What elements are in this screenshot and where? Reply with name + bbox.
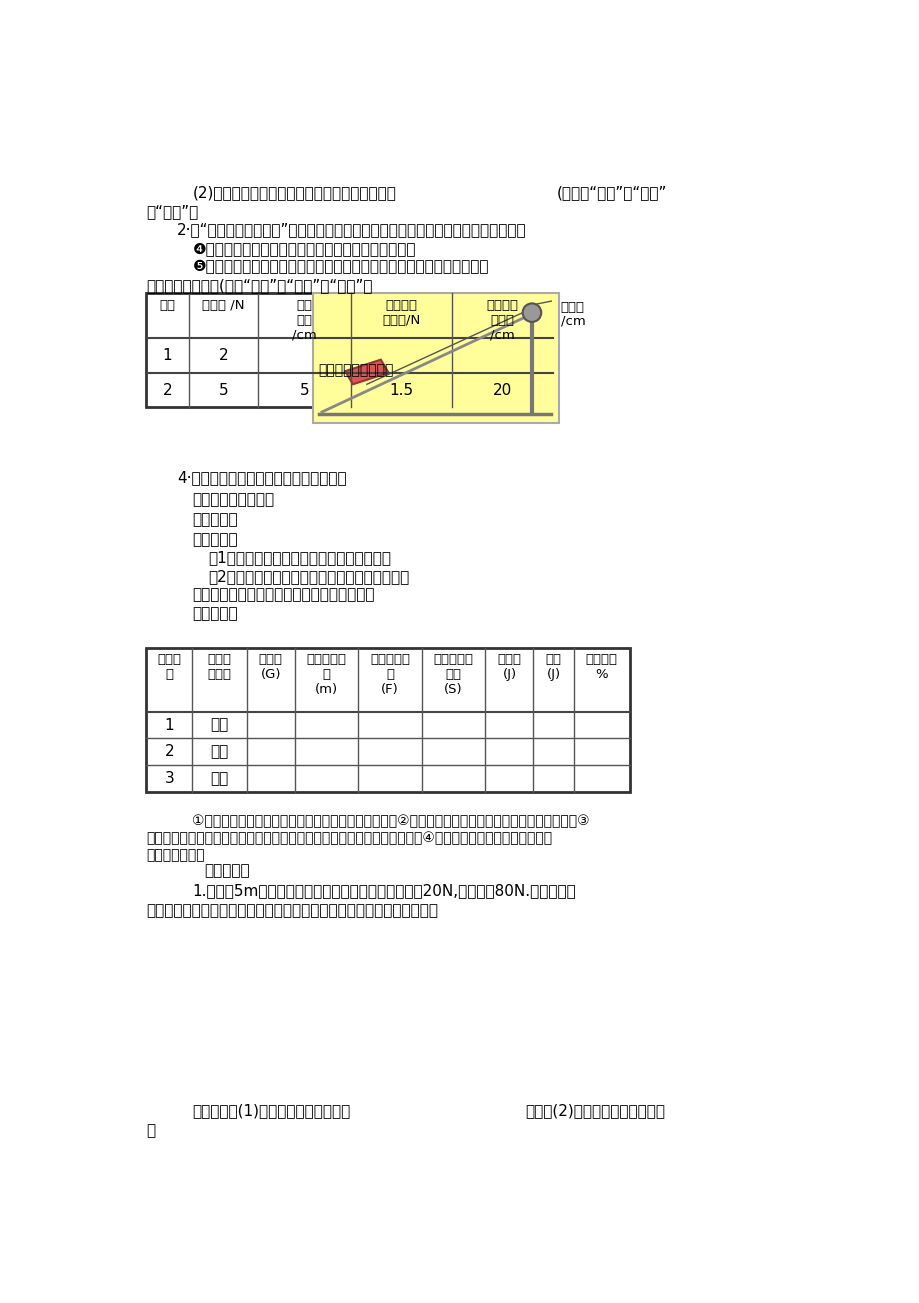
Text: 较缓: 较缓 [210,718,229,732]
Text: 4·探究斜面的机械效率与斜面倾角的关系: 4·探究斜面的机械效率与斜面倾角的关系 [176,470,346,486]
Text: 。: 。 [146,1123,155,1139]
Text: 5: 5 [219,383,228,397]
Text: 物体重
(G): 物体重 (G) [258,653,282,681]
Text: 5: 5 [300,383,310,397]
Text: 猜想：斜面倾斜程度越大，越力，机械效率越: 猜想：斜面倾斜程度越大，越力，机械效率越 [192,588,375,602]
Text: 1: 1 [165,718,174,732]
Text: 第一次的机械效率(选填“大于”、“小于”或“等于”）: 第一次的机械效率(选填“大于”、“小于”或“等于”） [146,278,372,293]
Text: 、反馈训练: 、反馈训练 [204,863,249,878]
Text: 实验结论：(1)省力多少与斜面的无关: 实验结论：(1)省力多少与斜面的无关 [192,1104,350,1118]
Text: (选填：“增大”、“减小”: (选填：“增大”、“减小” [556,185,666,201]
Text: /cm: /cm [560,315,584,328]
Text: 最陀: 最陀 [210,771,229,787]
Text: (2)若仅增加钉码的个数，该滑轮组有机械效率将: (2)若仅增加钉码的个数，该滑轮组有机械效率将 [192,185,396,201]
Text: （1）省力多少与斜面的倾斜程度有什么关系: （1）省力多少与斜面的倾斜程度有什么关系 [208,551,391,566]
Text: 用手拉弹簧称拉着重物沿斜面向上拉，读出弹簧测力计的示数，填入表项。④调节斜面高度，重新做两次，把: 用手拉弹簧称拉着重物沿斜面向上拉，读出弹簧测力计的示数，填入表项。④调节斜面高度… [146,831,551,844]
Text: 2: 2 [219,348,228,364]
Bar [146,293,552,408]
Text: 实验过程：: 实验过程： [192,606,238,622]
Text: 刻度尺、弹簧测力计: 刻度尺、弹簧测力计 [318,364,393,377]
Text: 弹簧测力
计示数/N: 弹簧测力 计示数/N [382,298,420,327]
Text: 钉码重 /N: 钉码重 /N [202,298,244,311]
Text: 20: 20 [493,383,512,397]
Text: 沿斜面的拉
力
(F): 沿斜面的拉 力 (F) [369,653,410,696]
Text: 2·在“测滑轮组机械效率”的实验中，用同一滑轮组进行两次实验，实验数据如下表：: 2·在“测滑轮组机械效率”的实验中，用同一滑轮组进行两次实验，实验数据如下表： [176,223,526,237]
Polygon shape [345,360,388,384]
Text: 总功
(J): 总功 (J) [545,653,561,681]
Bar [312,293,559,422]
Text: 2: 2 [165,744,174,760]
Text: 或“不变”）: 或“不变”） [146,205,198,219]
Text: 1: 1 [163,348,172,364]
Text: ❺第一次实验测得滑轮组的机械效率为，第二次实验时滑轮组的机械效率: ❺第一次实验测得滑轮组的机械效率为，第二次实验时滑轮组的机械效率 [192,259,489,275]
Text: （2）斜面的机械效率与它的倾斜程度有何关系？: （2）斜面的机械效率与它的倾斜程度有何关系？ [208,569,409,584]
Text: 有关；(2)斜面的机械效率与它的: 有关；(2)斜面的机械效率与它的 [525,1104,665,1118]
Text: 斜面倾
斜程度: 斜面倾 斜程度 [208,653,232,681]
Text: 次数: 次数 [159,298,176,311]
Text: 机械效率
%: 机械效率 % [585,653,617,681]
Text: 3: 3 [165,771,174,787]
Text: 物体上升高
度
(m): 物体上升高 度 (m) [306,653,346,696]
Text: 有用功
(J): 有用功 (J) [497,653,521,681]
Text: ❹此实验所用滑轮的个数至少是个，其中动滑轮有个。: ❹此实验所用滑轮的个数至少是个，其中动滑轮有个。 [192,241,415,257]
Text: 实验器材：长木板、: 实验器材：长木板、 [192,493,275,507]
Text: 数据填入表格。: 数据填入表格。 [146,848,204,861]
Text: 实验原理：: 实验原理： [192,512,238,528]
Text: 提出问题：: 提出问题： [192,532,238,547]
Text: 弹簧测力
计移动
/cm: 弹簧测力 计移动 /cm [486,298,518,341]
Text: 2: 2 [163,383,172,397]
Text: 计移动: 计移动 [560,301,584,314]
Text: 1.从深为5m的井中直接将一桶水提出井口，已知桶重20N,桶中水重80N.若此人的目: 1.从深为5m的井中直接将一桶水提出井口，已知桶重20N,桶中水重80N.若此人… [192,883,575,898]
Text: ①设计实验：一条长木板，一端垫高，成为一个斜面。②用刻度尺量出斜面高度、斜面长，填入表项。③: ①设计实验：一条长木板，一端垫高，成为一个斜面。②用刻度尺量出斜面高度、斜面长，… [192,814,589,827]
Text: 实验次
数: 实验次 数 [157,653,181,681]
Text: 钉码
移动
/cm: 钉码 移动 /cm [292,298,317,341]
Text: 的是为了提水，则机械效率为，若此人的目的是为了搲桶，则机械效率为: 的是为了提水，则机械效率为，若此人的目的是为了搲桶，则机械效率为 [146,903,437,919]
Circle shape [522,304,540,322]
Text: 物体移动的
距离
(S): 物体移动的 距离 (S) [433,653,473,696]
Bar [146,649,629,792]
Text: 较陀: 较陀 [210,744,229,760]
Text: 1.5: 1.5 [390,383,414,397]
